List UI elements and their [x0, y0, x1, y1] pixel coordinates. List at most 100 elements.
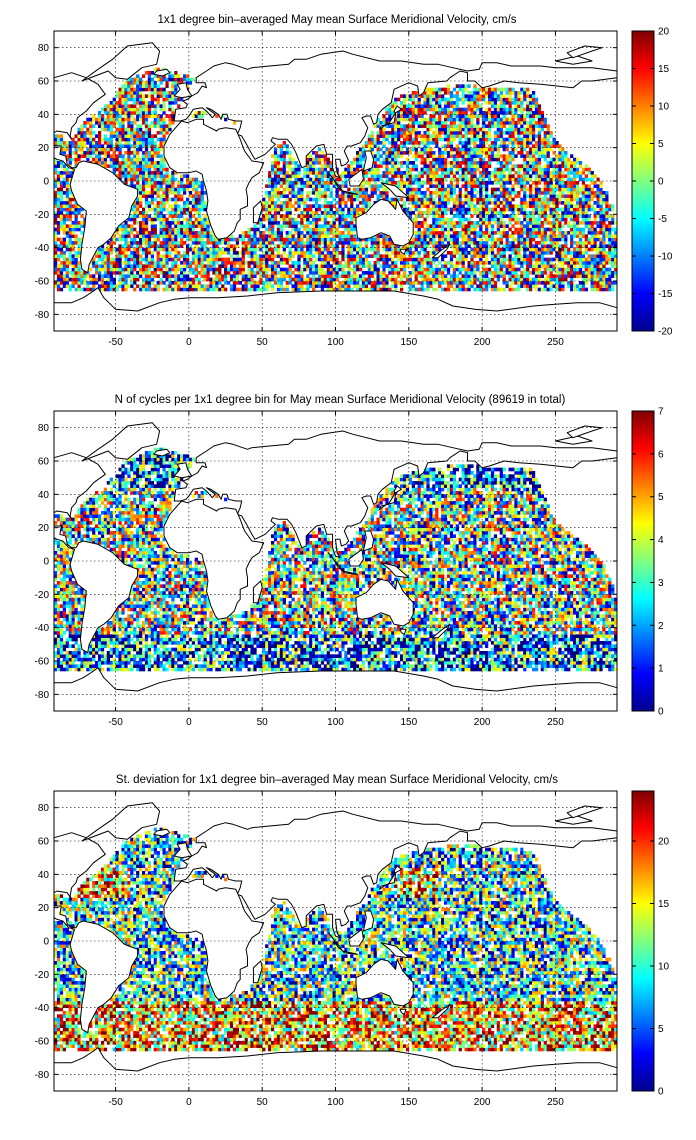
data-bin	[341, 171, 344, 175]
data-bin	[538, 258, 541, 262]
data-bin	[397, 251, 400, 255]
data-bin	[356, 268, 359, 272]
data-bin	[517, 254, 520, 258]
data-bin	[174, 194, 177, 198]
data-bin	[602, 251, 605, 255]
data-bin	[236, 251, 239, 255]
data-bin	[189, 224, 192, 228]
data-bin	[582, 221, 585, 225]
data-bin	[582, 251, 585, 255]
data-bin	[265, 184, 268, 188]
data-bin	[453, 184, 456, 188]
data-bin	[195, 221, 198, 225]
data-bin	[110, 281, 113, 285]
data-bin	[456, 261, 459, 265]
data-bin	[605, 198, 608, 202]
data-bin	[359, 261, 362, 265]
data-bin	[324, 234, 327, 238]
data-bin	[453, 201, 456, 205]
data-bin	[379, 281, 382, 285]
data-bin	[523, 238, 526, 242]
data-bin	[379, 164, 382, 168]
data-bin	[224, 274, 227, 278]
data-bin	[347, 254, 350, 258]
data-bin	[133, 168, 136, 172]
data-bin	[511, 241, 514, 245]
data-bin	[582, 234, 585, 238]
data-bin	[379, 254, 382, 258]
data-bin	[162, 228, 165, 232]
data-bin	[60, 208, 63, 212]
data-bin	[412, 281, 415, 285]
data-bin	[403, 171, 406, 175]
data-bin	[201, 274, 204, 278]
data-bin	[473, 204, 476, 208]
data-bin	[514, 214, 517, 218]
data-bin	[286, 261, 289, 265]
data-bin	[541, 274, 544, 278]
data-bin	[602, 248, 605, 252]
data-bin	[327, 231, 330, 235]
data-bin	[555, 238, 558, 242]
data-bin	[382, 194, 385, 198]
data-bin	[415, 221, 418, 225]
data-bin	[500, 261, 503, 265]
data-bin	[429, 281, 432, 285]
data-bin	[312, 204, 315, 208]
data-bin	[206, 261, 209, 265]
data-bin	[80, 271, 83, 275]
data-bin	[558, 218, 561, 222]
data-bin	[605, 204, 608, 208]
data-bin	[594, 208, 597, 212]
data-bin	[555, 284, 558, 288]
data-bin	[327, 258, 330, 262]
data-bin	[57, 268, 60, 272]
data-bin	[503, 234, 506, 238]
data-bin	[558, 224, 561, 228]
data-bin	[465, 191, 468, 195]
data-bin	[77, 238, 80, 242]
data-bin	[412, 188, 415, 192]
data-bin	[391, 268, 394, 272]
data-bin	[596, 231, 599, 235]
data-bin	[465, 174, 468, 178]
data-bin	[509, 228, 512, 232]
data-bin	[374, 171, 377, 175]
data-bin	[350, 218, 353, 222]
data-bin	[599, 281, 602, 285]
data-bin	[116, 264, 119, 268]
data-bin	[467, 288, 470, 292]
data-bin	[494, 231, 497, 235]
data-bin	[547, 228, 550, 232]
data-bin	[347, 164, 350, 168]
data-bin	[588, 268, 591, 272]
data-bin	[561, 284, 564, 288]
data-bin	[576, 201, 579, 205]
data-bin	[177, 204, 180, 208]
data-bin	[160, 188, 163, 192]
data-bin	[148, 241, 151, 245]
data-bin	[421, 201, 424, 205]
data-bin	[394, 251, 397, 255]
data-bin	[409, 188, 412, 192]
data-bin	[435, 281, 438, 285]
data-bin	[558, 174, 561, 178]
data-bin	[555, 241, 558, 245]
data-bin	[394, 268, 397, 272]
data-bin	[588, 238, 591, 242]
data-bin	[506, 231, 509, 235]
data-bin	[447, 188, 450, 192]
data-bin	[168, 241, 171, 245]
data-bin	[312, 254, 315, 258]
data-bin	[286, 271, 289, 275]
data-bin	[271, 188, 274, 192]
data-bin	[336, 284, 339, 288]
data-bin	[124, 274, 127, 278]
data-bin	[377, 171, 380, 175]
data-bin	[160, 254, 163, 258]
data-bin	[418, 274, 421, 278]
data-bin	[256, 284, 259, 288]
data-bin	[538, 248, 541, 252]
data-bin	[482, 171, 485, 175]
data-bin	[157, 184, 160, 188]
